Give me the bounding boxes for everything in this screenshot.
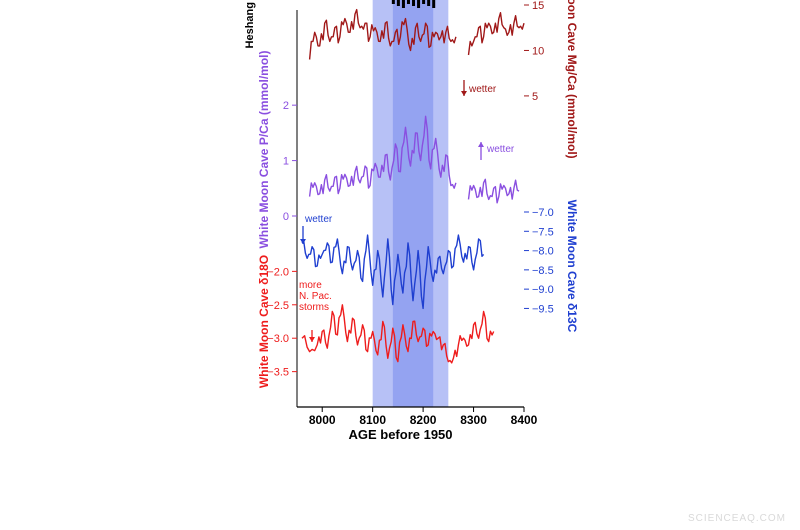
heshang-mark-1 bbox=[396, 0, 400, 6]
heshang-mark-6 bbox=[422, 0, 426, 4]
x-tick-label-2: 8200 bbox=[410, 413, 437, 427]
pca-y-tick-label-2: 0 bbox=[283, 211, 289, 223]
x-tick-label-3: 8300 bbox=[460, 413, 487, 427]
d18o-y-tick-label-3: −3.5 bbox=[267, 367, 289, 379]
mgca-annotation: wetter bbox=[468, 84, 497, 95]
heshang-mark-7 bbox=[427, 0, 431, 6]
d13c-annotation-arrow-head bbox=[300, 239, 306, 244]
d13c-y-tick-label-4: −9.0 bbox=[532, 284, 554, 296]
d18o-annotation: more N. Pac. storms bbox=[299, 280, 332, 313]
d18o-y-tick-label-0: −2.0 bbox=[267, 266, 289, 278]
series-pca bbox=[308, 115, 520, 204]
series-line-mgca bbox=[308, 8, 525, 60]
shaded-intervals bbox=[372, 0, 449, 407]
d18o-y-tick-label-2: −3.0 bbox=[267, 333, 289, 345]
mgca-annotation-arrow-head bbox=[461, 91, 467, 96]
d18o-axis-label: White Moon Cave δ18O bbox=[257, 255, 271, 388]
heshang-mark-0 bbox=[391, 0, 395, 4]
d13c-y-tick-label-3: −8.5 bbox=[532, 265, 554, 277]
mgca-y-tick-label-2: 5 bbox=[532, 91, 538, 103]
watermark-text: SCIENCEAQ.COM bbox=[687, 513, 786, 524]
d18o-annotation-line-2: storms bbox=[299, 302, 329, 313]
d13c-y-tick-label-0: −7.0 bbox=[532, 207, 554, 219]
series-mgca bbox=[308, 8, 525, 60]
series-heshang bbox=[391, 0, 436, 8]
x-tick-label-0: 8000 bbox=[309, 413, 336, 427]
pca-annotation-arrow-head bbox=[478, 142, 484, 147]
pca-annotation: wetter bbox=[486, 144, 515, 155]
d13c-y-tick-label-5: −9.5 bbox=[532, 303, 554, 315]
pca-y-tick-label-0: 2 bbox=[283, 100, 289, 112]
x-tick-label-1: 8100 bbox=[359, 413, 386, 427]
d13c-annotation: wetter bbox=[304, 214, 333, 225]
pca-y-tick-label-1: 1 bbox=[283, 156, 289, 168]
x-axis-label: AGE before 1950 bbox=[348, 427, 452, 442]
mgca-y-tick-label-1: 10 bbox=[532, 45, 544, 57]
d13c-axis-label: White Moon Cave δ13C bbox=[565, 200, 579, 333]
mgca-y-tick-label-0: 15 bbox=[532, 0, 544, 12]
d13c-y-tick-label-2: −8.0 bbox=[532, 246, 554, 258]
d13c-y-tick-label-1: −7.5 bbox=[532, 226, 554, 238]
heshang-label: Heshang bbox=[244, 2, 256, 48]
x-tick-label-4: 8400 bbox=[511, 413, 538, 427]
d18o-y-tick-label-1: −2.5 bbox=[267, 300, 289, 312]
heshang-mark-4 bbox=[412, 0, 416, 6]
d18o-annotation-line-1: N. Pac. bbox=[299, 291, 332, 302]
heshang-mark-5 bbox=[417, 0, 421, 8]
shaded-interval-1 bbox=[392, 0, 434, 407]
series-layer bbox=[302, 0, 524, 363]
series-line-pca bbox=[308, 115, 520, 204]
heshang-mark-2 bbox=[401, 0, 405, 8]
mgca-axis-label: White Moon Cave Mg/Ca (mmol/mol) bbox=[565, 0, 579, 159]
d18o-annotation-line-0: more bbox=[299, 280, 322, 291]
heshang-mark-8 bbox=[432, 0, 436, 8]
d18o-annotation-arrow-head bbox=[309, 337, 315, 342]
labels-layer: Heshang White Moon Cave Mg/Ca (mmol/mol) W… bbox=[244, 0, 579, 388]
heshang-mark-3 bbox=[406, 0, 410, 4]
pca-axis-label: White Moon Cave P/Ca (mmol/mol) bbox=[257, 50, 271, 248]
